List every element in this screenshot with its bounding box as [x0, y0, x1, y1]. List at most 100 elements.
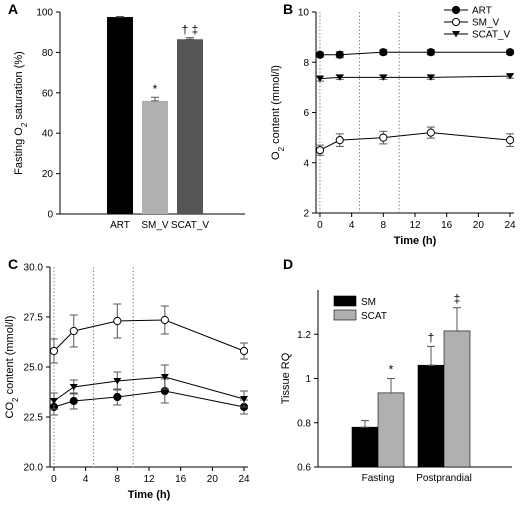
legend-swatch-d-SCAT — [333, 309, 357, 321]
error-bar-a-ART — [116, 15, 124, 18]
y-tick-label-c-2: 25.0 — [24, 363, 44, 374]
y-axis-label-d: Tissue RQ — [280, 352, 292, 404]
y-axis-label-a: Fasting O2 saturation (%) — [13, 51, 29, 175]
legend-label-b-SM_V: SM_V — [472, 18, 500, 29]
x-tick-label-c-1: 4 — [83, 474, 89, 485]
y-tick-label-d-3: 1.2 — [297, 330, 311, 341]
bar-a-SM_V — [142, 100, 168, 214]
x-tick-label-b-5: 20 — [473, 220, 485, 231]
x-tick-label-b-3: 12 — [409, 220, 421, 231]
y-tick-label-a-3: 60 — [42, 88, 54, 99]
bar-d-Fasting-SM — [351, 426, 379, 468]
error-bar-a-SCAT_V — [186, 37, 194, 40]
y-tick-label-d-1: 0.8 — [297, 418, 311, 429]
y-axis-label-b: O2 content (mmol/l) — [270, 65, 286, 160]
series-line-c-SM_V — [53, 319, 245, 352]
point-c-SCAT_V-2 — [113, 378, 122, 385]
series-line-b-SCAT_V — [319, 75, 511, 80]
x-tick-label-c-3: 12 — [143, 474, 155, 485]
panel-letter-c: C — [8, 256, 18, 272]
legend-marker-b-SM_V — [451, 17, 461, 27]
bar-d-Fasting-SCAT — [377, 392, 405, 468]
panel-letter-d: D — [283, 256, 293, 272]
point-b-SCAT_V-1 — [335, 74, 344, 81]
y-tick-label-a-1: 20 — [42, 169, 54, 180]
point-c-SM_V-4 — [239, 346, 249, 356]
point-b-ART-4 — [505, 48, 515, 57]
point-b-SCAT_V-4 — [506, 73, 515, 80]
x-tick-label-c-6: 24 — [238, 474, 250, 485]
y-tick-label-d-0: 0.6 — [297, 463, 311, 474]
error-bar-d-Postprandial-SM — [427, 345, 435, 366]
y-tick-label-b-2: 6 — [303, 108, 309, 119]
y-tick-label-b-1: 4 — [303, 158, 309, 169]
x-tick-label-b-4: 16 — [441, 220, 453, 231]
point-b-SCAT_V-2 — [379, 74, 388, 81]
x-tick-label-c-2: 8 — [115, 474, 121, 485]
point-b-ART-2 — [379, 48, 388, 57]
y-tick-label-c-0: 20.0 — [24, 463, 44, 474]
legend-label-b-SCAT_V: SCAT_V — [472, 30, 510, 41]
series-c-SCAT_V — [49, 364, 249, 410]
series-line-c-ART — [53, 390, 245, 408]
annotation-a-SM_V: * — [153, 82, 158, 96]
error-bar-d-Fasting-SM — [361, 420, 369, 428]
point-b-SM_V-2 — [379, 133, 388, 142]
x-tick-label-a-SCAT_V: SCAT_V — [171, 220, 209, 231]
y-tick-label-d-2: 1 — [305, 374, 311, 385]
series-line-b-SM_V — [319, 132, 511, 151]
y-tick-label-a-2: 40 — [42, 129, 54, 140]
point-b-ART-3 — [426, 48, 435, 57]
point-b-ART-0 — [315, 50, 325, 59]
point-c-SCAT_V-1 — [69, 384, 78, 391]
bar-d-Postprandial-SM — [417, 364, 445, 468]
x-tick-label-c-4: 16 — [175, 474, 187, 485]
x-tick-label-b-2: 8 — [381, 220, 387, 231]
point-c-ART-1 — [69, 396, 78, 406]
x-tick-label-b-0: 0 — [317, 220, 323, 231]
x-tick-label-b-6: 24 — [504, 220, 516, 231]
legend-label-b-ART: ART — [472, 6, 492, 17]
series-b-SM_V — [315, 126, 515, 156]
error-bar-a-SM_V — [151, 96, 159, 102]
point-b-ART-1 — [335, 50, 344, 59]
series-line-b-ART — [319, 51, 511, 56]
x-tick-label-d-Fasting: Fasting — [362, 473, 395, 484]
legend-marker-b-SCAT_V — [452, 31, 460, 38]
x-axis-label-c: Time (h) — [128, 489, 171, 501]
x-tick-label-a-ART: ART — [110, 220, 130, 231]
bar-a-SCAT_V — [177, 39, 203, 214]
point-b-SM_V-4 — [505, 136, 515, 145]
y-tick-label-c-3: 27.5 — [24, 313, 44, 324]
x-tick-label-b-1: 4 — [349, 220, 355, 231]
point-b-SM_V-3 — [426, 128, 435, 137]
x-tick-label-d-Postprandial: Postprandial — [416, 473, 472, 484]
series-c-ART — [49, 378, 249, 416]
y-tick-label-a-0: 0 — [47, 210, 53, 221]
error-bar-d-Postprandial-SCAT — [453, 307, 461, 332]
x-tick-label-c-5: 20 — [207, 474, 219, 485]
panel-a: A 0 20 40 60 80 100 Fasting O2 saturation (%) AR… — [8, 1, 245, 231]
y-tick-label-b-0: 2 — [303, 209, 309, 220]
bar-a-ART — [107, 17, 133, 214]
panel-d: D 0.6 0.8 1 1.2 Tissue RQ * Fasting † ‡ Postprandi… — [280, 256, 512, 484]
point-c-SM_V-0 — [49, 346, 59, 356]
y-axis-label-c: CO2 content (mmol/l) — [4, 316, 20, 419]
annotation-a-SCAT_V: † ‡ — [182, 23, 199, 37]
point-b-SCAT_V-0 — [315, 75, 324, 82]
x-tick-label-c-0: 0 — [51, 474, 57, 485]
series-b-SCAT_V — [315, 73, 515, 82]
y-tick-label-a-4: 80 — [42, 48, 54, 59]
y-tick-label-c-4: 30.0 — [24, 263, 44, 274]
legend-marker-b-ART — [451, 5, 461, 15]
legend-label-d-SCAT: SCAT — [361, 311, 387, 322]
x-tick-label-a-SM_V: SM_V — [141, 220, 169, 231]
point-b-SM_V-0 — [315, 146, 325, 155]
annotation-d-Postprandial-SM: † — [428, 330, 435, 344]
error-bar-d-Fasting-SCAT — [387, 378, 395, 394]
point-b-SCAT_V-3 — [426, 74, 435, 81]
annotation-d-Fasting-SCAT: * — [389, 363, 394, 377]
series-c-SM_V — [49, 303, 249, 364]
